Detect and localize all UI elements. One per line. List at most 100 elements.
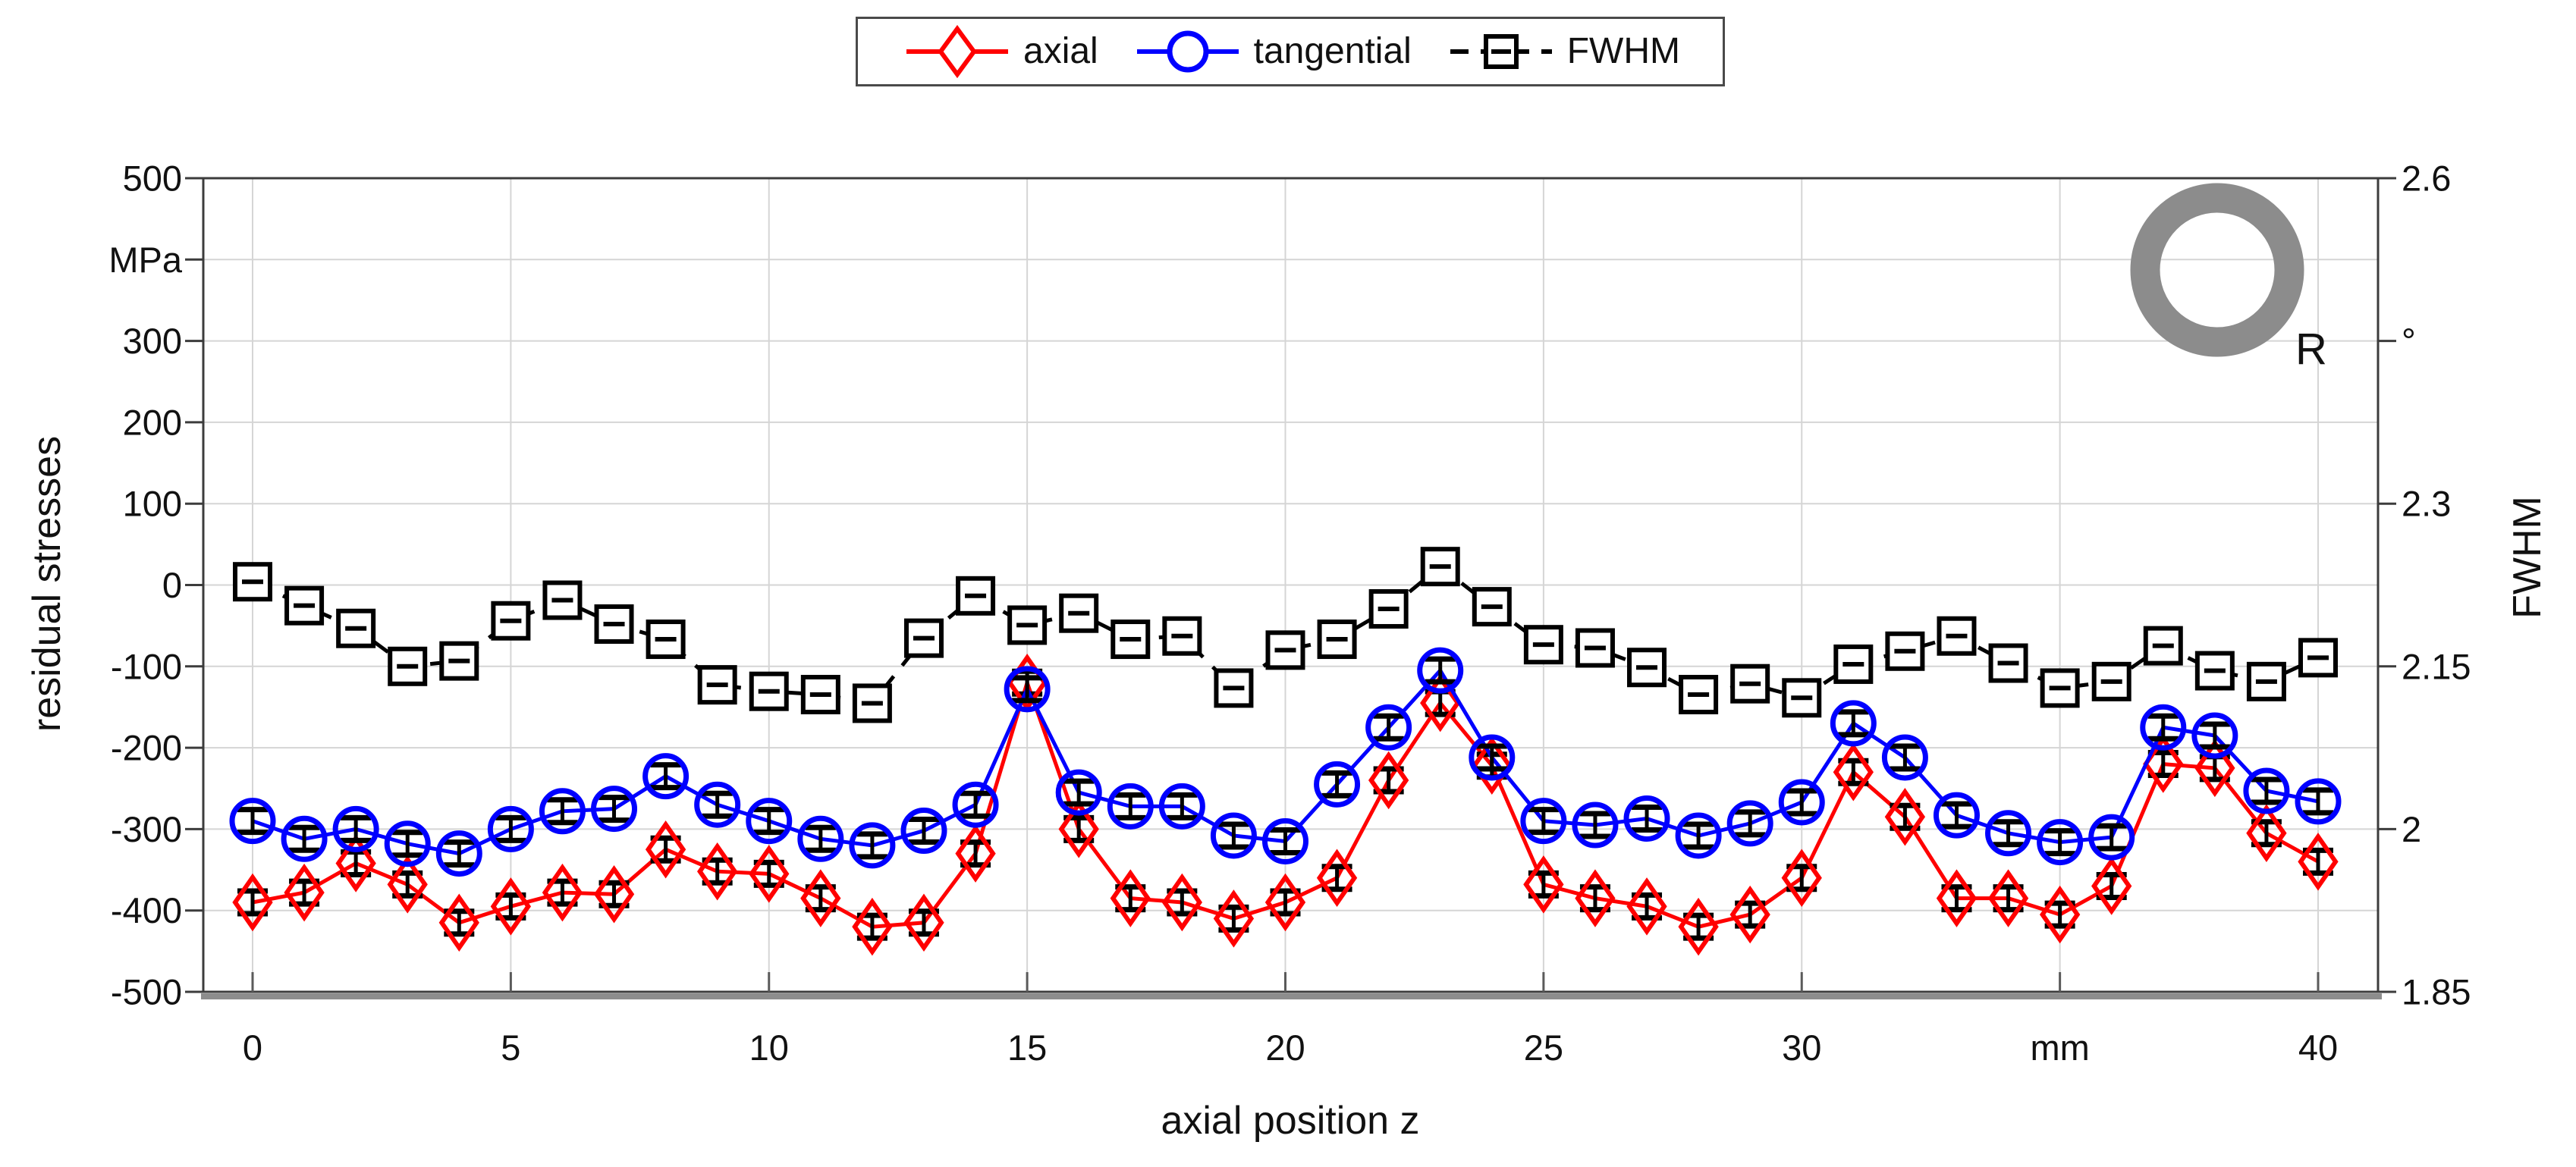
- x-axis-tick-label: 10: [749, 1027, 789, 1068]
- marker-diamond-icon: [1110, 869, 1151, 927]
- marker-circle-icon: [332, 805, 379, 852]
- x-axis-tick-label: 40: [2298, 1027, 2338, 1068]
- marker-square-icon: [1162, 616, 1202, 656]
- y-axis-label-right: FWHM: [2505, 496, 2549, 619]
- legend-marker-circle-icon: [1136, 30, 1239, 73]
- marker-circle-icon: [1623, 795, 1670, 842]
- left-axis-tick-label: -400: [111, 890, 182, 930]
- marker-diamond-icon: [542, 863, 583, 922]
- right-axis-tick-label: 2: [2402, 809, 2421, 849]
- marker-diamond-icon: [490, 877, 532, 936]
- x-axis-label: axial position z: [1161, 1099, 1420, 1143]
- marker-diamond-icon: [1472, 736, 1513, 795]
- marker-diamond-icon: [593, 864, 635, 924]
- series-axial: [232, 654, 2339, 956]
- left-axis-tick-label: 0: [162, 565, 182, 605]
- marker-diamond-icon: [955, 824, 996, 883]
- right-axis-tick-label: 2.3: [2402, 484, 2451, 524]
- marker-diamond-icon: [1987, 869, 2029, 927]
- marker-diamond-icon: [852, 897, 893, 956]
- marker-diamond-icon: [1626, 877, 1667, 936]
- marker-diamond-icon: [2194, 739, 2235, 798]
- marker-diamond-icon: [232, 873, 273, 932]
- marker-diamond-icon: [645, 820, 686, 879]
- marker-circle-icon: [1107, 783, 1154, 830]
- marker-diamond-icon: [1523, 855, 1564, 914]
- marker-circle-icon: [2037, 819, 2084, 866]
- gridlines: [203, 178, 2378, 992]
- marker-circle-icon: [1985, 810, 2032, 857]
- marker-diamond-icon: [800, 869, 841, 927]
- marker-diamond-icon: [1213, 889, 1255, 948]
- marker-circle-icon: [281, 815, 328, 862]
- legend-circle-icon: [1167, 30, 1209, 73]
- marker-diamond-icon: [2298, 833, 2339, 891]
- marker-square-icon: [1007, 605, 1048, 645]
- x-axis-tick-label: 20: [1265, 1027, 1305, 1068]
- marker-circle-icon: [797, 815, 844, 862]
- left-axis-tick-label: MPa: [108, 240, 183, 280]
- marker-diamond-icon: [387, 855, 428, 914]
- marker-circle-icon: [1881, 734, 1928, 781]
- left-axis-tick-label: -300: [111, 809, 182, 849]
- marker-circle-icon: [1262, 817, 1308, 864]
- marker-diamond-icon: [335, 834, 376, 893]
- marker-circle-icon: [642, 753, 690, 800]
- marker-circle-icon: [1778, 779, 1825, 826]
- series-tangential: [229, 647, 2342, 877]
- marker-diamond-icon: [1316, 849, 1358, 908]
- marker-circle-icon: [1933, 792, 1980, 839]
- marker-diamond-icon: [1729, 885, 1770, 944]
- right-axis-tick-label: °: [2402, 321, 2416, 361]
- marker-circle-icon: [2295, 778, 2342, 825]
- marker-circle-icon: [539, 788, 586, 835]
- marker-square-icon: [2194, 651, 2235, 691]
- marker-circle-icon: [1365, 704, 1412, 751]
- marker-circle-icon: [1004, 666, 1051, 713]
- marker-diamond-icon: [1368, 751, 1409, 810]
- marker-diamond-icon: [1833, 743, 1874, 802]
- left-axis-tick-label: 500: [123, 158, 182, 199]
- marker-diamond-icon: [2091, 857, 2132, 915]
- x-axis-tick-label: 30: [1782, 1027, 1821, 1068]
- legend-label-FWHM: FWHM: [1566, 31, 1680, 71]
- marker-square-icon: [1265, 630, 1305, 670]
- right-axis-tick-label: 2.15: [2402, 646, 2471, 686]
- marker-circle-icon: [952, 781, 999, 828]
- legend-label-axial: axial: [1023, 31, 1098, 71]
- marker-diamond-icon: [2039, 885, 2081, 944]
- x-axis-tick-label: 0: [243, 1027, 262, 1068]
- x-axis-tick-label: 25: [1524, 1027, 1563, 1068]
- marker-square-icon: [1111, 620, 1151, 660]
- marker-circle-icon: [694, 781, 741, 828]
- marker-diamond-icon: [284, 863, 325, 922]
- legend-item-axial: axial: [900, 20, 1098, 83]
- legend-diamond-icon: [938, 24, 977, 79]
- left-axis-tick-label: -500: [111, 972, 182, 1012]
- marker-circle-icon: [1469, 734, 1516, 781]
- marker-circle-icon: [1417, 647, 1464, 694]
- marker-circle-icon: [1726, 800, 1773, 847]
- marker-diamond-icon: [1936, 869, 1978, 927]
- marker-square-icon: [336, 608, 376, 648]
- left-axis-tick-label: -200: [111, 728, 182, 768]
- marker-diamond-icon: [1781, 849, 1822, 908]
- marker-square-icon: [1833, 644, 1874, 684]
- legend-item-tangential: tangential: [1131, 20, 1412, 83]
- marker-circle-icon: [487, 805, 534, 852]
- marker-diamond-icon: [749, 845, 790, 903]
- marker-circle-icon: [1675, 812, 1722, 859]
- marker-square-icon: [2298, 638, 2338, 678]
- marker-circle-icon: [2191, 712, 2238, 759]
- legend-label-tangential: tangential: [1253, 31, 1412, 71]
- marker-circle-icon: [1314, 761, 1361, 808]
- marker-circle-icon: [2243, 767, 2290, 814]
- marker-circle-icon: [1572, 802, 1619, 849]
- left-axis-tick-label: -100: [111, 646, 182, 686]
- left-axis-tick-label: 100: [123, 484, 182, 524]
- marker-diamond-icon: [1161, 873, 1203, 932]
- ring-direction-label: R: [2295, 325, 2327, 374]
- marker-diamond-icon: [1575, 869, 1616, 927]
